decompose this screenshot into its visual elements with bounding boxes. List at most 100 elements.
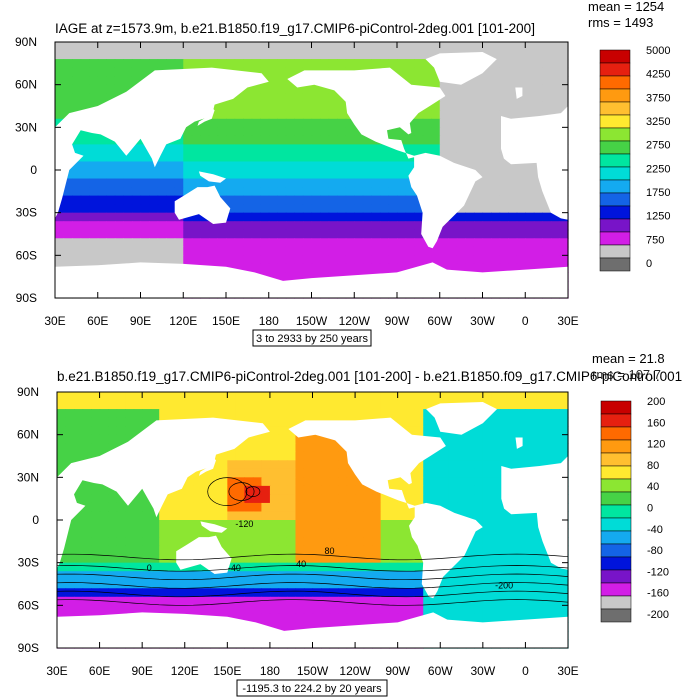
field-cell <box>131 67 142 77</box>
field-cell <box>379 229 390 239</box>
field-cell <box>491 118 501 128</box>
field-cell <box>184 537 194 547</box>
field-cell <box>405 42 415 52</box>
axes-2: 30E 60E 90E 120E 150E 180 150W 120W 90W 60W 30W 0 30… <box>17 385 579 678</box>
field-cell <box>516 392 527 402</box>
field-cell <box>499 545 509 555</box>
field-cell <box>362 187 372 197</box>
field-cell <box>142 528 152 538</box>
field-cell <box>251 101 261 111</box>
field-cell <box>55 110 65 120</box>
panel-1-title: IAGE at z=1573.9m, b.e21.B1850.f19_g17.C… <box>55 21 535 36</box>
field-cell <box>533 392 544 402</box>
field-cell <box>482 554 492 564</box>
field-cell <box>465 101 475 111</box>
field-cell <box>294 152 304 163</box>
field-cell <box>106 229 116 239</box>
field-cell <box>362 42 372 52</box>
field-cell <box>234 118 244 128</box>
field-cell <box>97 229 107 239</box>
field-cell <box>448 263 458 273</box>
field-cell <box>311 238 321 248</box>
field-cell <box>337 187 347 197</box>
field-cell <box>508 170 518 180</box>
field-cell <box>448 152 458 163</box>
field-cell <box>80 187 90 197</box>
field-cell <box>482 562 492 572</box>
field-cell <box>559 571 569 581</box>
field-cell <box>422 59 432 69</box>
field-cell <box>559 50 569 60</box>
field-cell <box>63 246 73 256</box>
field-cell <box>337 229 347 239</box>
field-cell <box>97 204 107 214</box>
field-cell <box>114 84 124 94</box>
field-cell <box>448 42 458 52</box>
field-cell <box>320 161 330 171</box>
field-cell <box>397 392 407 402</box>
field-cell <box>405 255 415 265</box>
field-cell <box>423 400 433 410</box>
field-cell <box>278 460 288 470</box>
field-cell <box>285 84 295 94</box>
field-cell <box>294 135 304 145</box>
colorbar-swatch <box>600 426 632 441</box>
contour-line <box>56 553 569 561</box>
field-cell <box>150 596 160 606</box>
field-cell <box>183 187 193 197</box>
field-cell <box>260 187 270 197</box>
field-cell <box>234 50 244 60</box>
field-cell <box>251 67 261 77</box>
field-cell <box>89 161 99 171</box>
field-cell <box>268 263 278 273</box>
field-cell <box>114 204 124 214</box>
field-cell <box>371 212 381 222</box>
field-cell <box>286 511 297 521</box>
field-cell <box>227 588 237 598</box>
field-cell <box>355 409 365 419</box>
field-cell <box>285 144 295 154</box>
field-cell <box>131 76 142 86</box>
field-cell <box>533 221 543 231</box>
field-cell <box>89 246 99 256</box>
field-cell <box>491 528 501 538</box>
field-cell <box>491 42 501 52</box>
field-cell <box>542 562 552 572</box>
field-cell <box>208 110 219 120</box>
field-cell <box>525 528 535 538</box>
field-cell <box>542 596 552 606</box>
field-cell <box>244 392 254 402</box>
field-cell <box>277 161 287 171</box>
field-cell <box>465 195 475 205</box>
field-cell <box>482 118 492 128</box>
field-cell <box>286 494 297 504</box>
field-cell <box>550 84 561 94</box>
field-cell <box>131 195 142 205</box>
field-cell <box>176 485 186 495</box>
field-cell <box>125 554 135 564</box>
field-cell <box>252 579 262 589</box>
field-cell <box>516 537 527 547</box>
field-cell <box>243 93 253 103</box>
field-cell <box>149 178 159 188</box>
field-cell <box>218 409 228 419</box>
field-cell <box>456 93 466 103</box>
field-cell <box>516 42 526 52</box>
field-cell <box>328 101 338 111</box>
field-cell <box>431 392 441 402</box>
field-cell <box>278 622 288 632</box>
field-cell <box>302 238 313 248</box>
field-cell <box>294 272 304 282</box>
field-cell <box>321 562 331 572</box>
field-cell <box>269 588 280 598</box>
field-cell <box>329 451 339 461</box>
field-cell <box>65 554 75 564</box>
field-cell <box>278 409 288 419</box>
field-cell <box>533 571 544 581</box>
field-cell <box>516 255 526 265</box>
field-cell <box>65 562 75 572</box>
field-cell <box>321 485 331 495</box>
field-cell <box>252 605 262 615</box>
field-cell <box>303 460 314 470</box>
field-cell <box>63 195 73 205</box>
